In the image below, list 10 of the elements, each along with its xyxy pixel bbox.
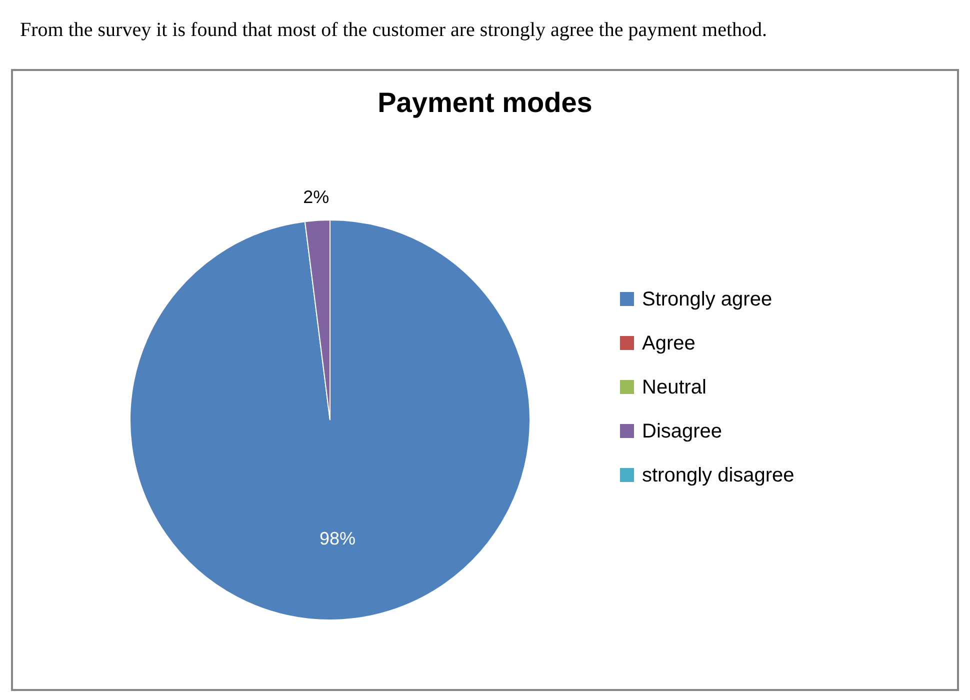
legend-label: strongly disagree [642,464,794,486]
data-label: 2% [303,187,330,208]
text: From the survey it is found that most of the customer are strongly agree the payment method. [20,19,768,41]
legend-label: Neutral [642,376,706,398]
legend-label: Agree [642,332,696,354]
data-label: 98% [320,528,356,549]
chart-title: Payment modes [378,87,592,118]
legend-label: Disagree [642,420,722,442]
pie-slice [130,220,530,620]
legend-label: Strongly agree [642,288,772,310]
